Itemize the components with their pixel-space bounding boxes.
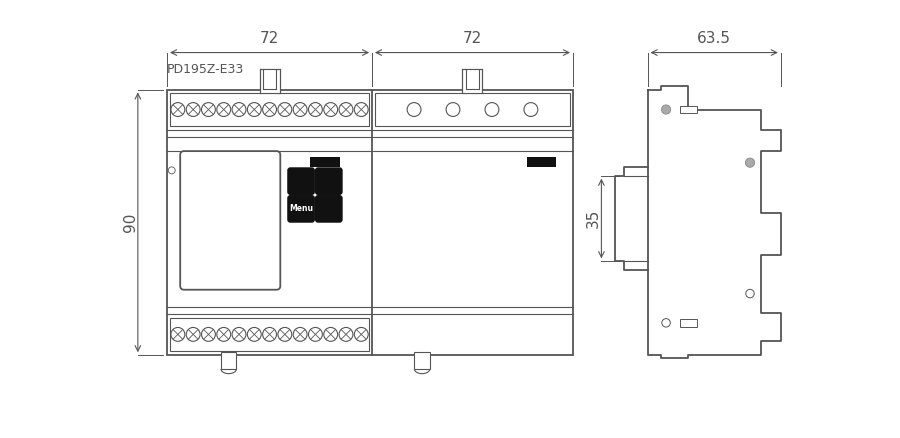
Circle shape: [232, 328, 246, 341]
Circle shape: [263, 328, 276, 341]
Circle shape: [186, 328, 200, 341]
Bar: [310, 157, 339, 167]
Bar: [264, 70, 275, 89]
Circle shape: [446, 102, 460, 117]
FancyBboxPatch shape: [315, 195, 343, 223]
Circle shape: [168, 167, 176, 174]
Bar: [414, 352, 430, 369]
Bar: [463, 69, 482, 93]
Circle shape: [662, 105, 670, 114]
Circle shape: [339, 328, 353, 341]
Bar: [680, 319, 697, 327]
Bar: [167, 89, 573, 355]
Circle shape: [202, 328, 215, 341]
Bar: [170, 318, 369, 350]
Circle shape: [186, 102, 200, 117]
Circle shape: [309, 328, 322, 341]
Circle shape: [202, 102, 215, 117]
Circle shape: [355, 102, 368, 117]
Circle shape: [662, 318, 670, 327]
Circle shape: [171, 328, 184, 341]
Text: 63.5: 63.5: [698, 32, 731, 46]
Circle shape: [745, 158, 754, 167]
Circle shape: [278, 328, 292, 341]
Text: Menu: Menu: [289, 205, 313, 213]
Circle shape: [293, 102, 307, 117]
Circle shape: [309, 102, 322, 117]
Circle shape: [746, 290, 754, 298]
Circle shape: [263, 102, 276, 117]
FancyBboxPatch shape: [315, 167, 343, 195]
FancyBboxPatch shape: [287, 167, 315, 195]
Circle shape: [339, 102, 353, 117]
Circle shape: [217, 328, 230, 341]
Bar: [526, 157, 556, 167]
Circle shape: [217, 102, 230, 117]
Circle shape: [324, 328, 338, 341]
Circle shape: [407, 102, 421, 117]
Bar: [680, 106, 697, 113]
Circle shape: [171, 102, 184, 117]
Circle shape: [324, 102, 338, 117]
Text: 72: 72: [260, 32, 279, 46]
Circle shape: [248, 102, 261, 117]
Circle shape: [278, 102, 292, 117]
FancyBboxPatch shape: [180, 151, 280, 290]
Bar: [221, 352, 237, 369]
Bar: [466, 70, 479, 89]
Circle shape: [293, 328, 307, 341]
Circle shape: [485, 102, 499, 117]
Circle shape: [355, 328, 368, 341]
Circle shape: [232, 102, 246, 117]
FancyBboxPatch shape: [287, 195, 315, 223]
Bar: [259, 69, 280, 93]
Text: PD195Z-E33: PD195Z-E33: [167, 63, 245, 76]
Text: 90: 90: [122, 213, 138, 232]
Text: 35: 35: [586, 209, 601, 228]
Text: 72: 72: [463, 32, 482, 46]
Circle shape: [248, 328, 261, 341]
Bar: [375, 92, 570, 127]
Circle shape: [524, 102, 538, 117]
Bar: [170, 92, 369, 127]
